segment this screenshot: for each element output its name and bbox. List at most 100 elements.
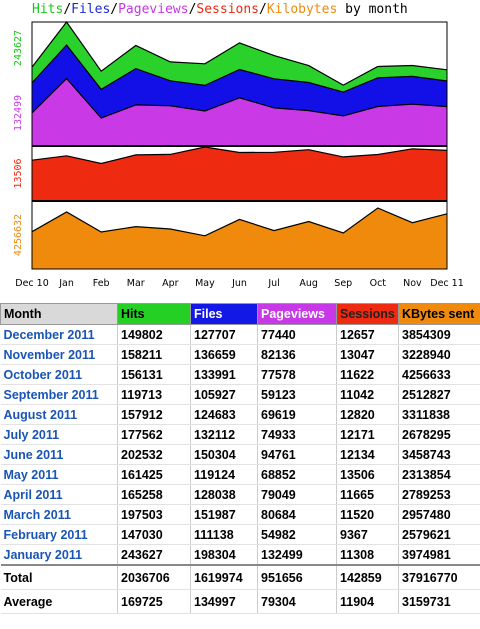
summary-cell-month: Average [0,589,118,614]
table-row: October 2011 156131 133991 77578 11622 425663… [0,364,480,385]
panel-axis-label: 243627 [13,30,24,66]
chart-title-part: Pageviews [118,2,189,17]
cell-month[interactable]: February 2011 [0,524,118,545]
x-tick-label: Oct [370,278,387,289]
chart-title-part: Files [71,2,111,17]
cell-sessions: 12171 [336,424,399,445]
cell-sessions: 11665 [336,484,399,505]
cell-files: 150304 [190,444,258,465]
x-tick-label: Sep [334,278,352,289]
cell-month[interactable]: December 2011 [0,324,118,345]
cell-month[interactable]: May 2011 [0,464,118,485]
chart-title-part: / [110,2,119,17]
cell-month[interactable]: August 2011 [0,404,118,425]
table-row: September 2011 119713 105927 59123 11042 2512… [0,384,480,405]
summary-cell-files: 134997 [190,589,258,614]
cell-kbytes: 2313854 [398,464,480,485]
cell-month[interactable]: July 2011 [0,424,118,445]
cell-pageviews: 132499 [257,544,337,566]
line-pageviews [31,77,448,119]
line-hits [31,20,448,86]
chart-title-part: / [259,2,267,17]
cell-pageviews: 74933 [257,424,337,445]
cell-month[interactable]: November 2011 [0,344,118,365]
area-sessions [32,147,447,201]
summary-cell-month: Total [0,564,118,590]
monthly-chart: 243627 132499 13506 4256632 Dec 10 Jan Feb Mar A… [0,0,480,294]
cell-kbytes: 3458743 [398,444,480,465]
summary-cell-files: 1619974 [190,564,258,590]
cell-files: 105927 [190,384,258,405]
cell-hits: 161425 [117,464,191,485]
cell-kbytes: 2512827 [398,384,480,405]
cell-pageviews: 54982 [257,524,337,545]
cell-hits: 202532 [117,444,191,465]
header-files: Files [190,303,258,325]
header-kbytes-sent: KBytes sent [398,303,480,325]
cell-month[interactable]: June 2011 [0,444,118,465]
cell-sessions: 13506 [336,464,399,485]
cell-files: 151987 [190,504,258,525]
panel-axis-label: 13506 [13,158,24,188]
cell-pageviews: 59123 [257,384,337,405]
table-row: June 2011 202532 150304 94761 12134 3458743 [0,444,480,465]
x-tick-label: Nov [403,278,422,289]
table-row: July 2011 177562 132112 74933 12171 2678295 [0,424,480,445]
line-sessions [31,146,448,165]
summary-cell-hits: 169725 [117,589,191,614]
cell-pageviews: 82136 [257,344,337,365]
cell-files: 136659 [190,344,258,365]
chart-title-part: / [63,2,72,17]
cell-month[interactable]: April 2011 [0,484,118,505]
cell-kbytes: 2957480 [398,504,480,525]
cell-kbytes: 3311838 [398,404,480,425]
cell-sessions: 11042 [336,384,399,405]
area-kilobytes [32,208,447,269]
cell-kbytes: 2678295 [398,424,480,445]
x-tick-label: Jun [231,278,247,289]
cell-kbytes: 2789253 [398,484,480,505]
cell-hits: 177562 [117,424,191,445]
cell-files: 132112 [190,424,258,445]
summary-cell-sessions: 142859 [336,564,399,590]
cell-sessions: 12657 [336,324,399,345]
cell-month[interactable]: October 2011 [0,364,118,385]
cell-files: 127707 [190,324,258,345]
cell-sessions: 11308 [336,544,399,566]
x-tick-label: Aug [299,278,318,289]
chart-title-part: by month [337,2,408,17]
table-row: November 2011 158211 136659 82136 13047 32289… [0,344,480,365]
header-hits: Hits [117,303,191,325]
cell-sessions: 12134 [336,444,399,465]
x-tick-label: Jul [267,278,279,289]
cell-hits: 197503 [117,504,191,525]
cell-hits: 243627 [117,544,191,566]
chart-title-part: / [188,2,197,17]
table-header-row: Month Hits Files Pageviews Sessions KByt… [0,303,480,325]
cell-kbytes: 3228940 [398,344,480,365]
summary-cell-hits: 2036706 [117,564,191,590]
cell-hits: 156131 [117,364,191,385]
header-pageviews: Pageviews [257,303,337,325]
cell-kbytes: 4256633 [398,364,480,385]
cell-kbytes: 3974981 [398,544,480,566]
average-row: Average 169725 134997 79304 11904 3159731 [0,589,480,614]
cell-kbytes: 2579621 [398,524,480,545]
table-row: December 2011 149802 127707 77440 12657 38543… [0,324,480,345]
x-tick-label: Mar [127,278,145,289]
table-row: April 2011 165258 128038 79049 11665 2789253 [0,484,480,505]
cell-hits: 165258 [117,484,191,505]
cell-sessions: 12820 [336,404,399,425]
header-month: Month [0,303,118,325]
cell-month[interactable]: January 2011 [0,544,118,566]
cell-month[interactable]: March 2011 [0,504,118,525]
cell-month[interactable]: September 2011 [0,384,118,405]
cell-pageviews: 77578 [257,364,337,385]
header-sessions: Sessions [336,303,399,325]
cell-sessions: 13047 [336,344,399,365]
x-tick-label: Jan [58,278,74,289]
summary-cell-kbytes: 3159731 [398,589,480,614]
summary-cell-sessions: 11904 [336,589,399,614]
cell-pageviews: 80684 [257,504,337,525]
total-row: Total 2036706 1619974 951656 142859 37916770 [0,564,480,590]
